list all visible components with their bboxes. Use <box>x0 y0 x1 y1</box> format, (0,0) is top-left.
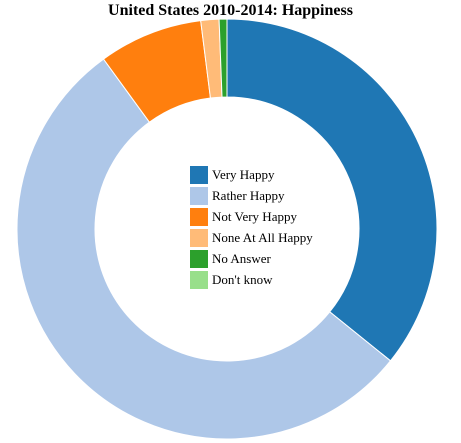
slice-no-answer[interactable] <box>218 18 228 98</box>
legend-swatch-rather-happy <box>190 187 208 205</box>
legend-label: Rather Happy <box>212 188 285 203</box>
legend-label: None At All Happy <box>212 230 313 245</box>
legend-swatch-none-at-all-happy <box>190 229 208 247</box>
legend-label: Very Happy <box>212 167 275 182</box>
slices-group <box>16 18 438 440</box>
legend-swatch-don-t-know <box>190 271 208 289</box>
legend: Very Happy Rather Happy Not Very Happy None… <box>190 166 313 289</box>
legend-swatch-no-answer <box>190 250 208 268</box>
slice-very-happy[interactable] <box>226 18 438 362</box>
legend-label: Not Very Happy <box>212 209 297 224</box>
legend-swatch-very-happy <box>190 166 208 184</box>
slice-rather-happy[interactable] <box>16 58 392 440</box>
legend-label: Don't know <box>212 272 273 287</box>
chart-title: United States 2010-2014: Happiness <box>108 2 353 19</box>
legend-label: No Answer <box>212 251 272 266</box>
legend-swatch-not-very-happy <box>190 208 208 226</box>
